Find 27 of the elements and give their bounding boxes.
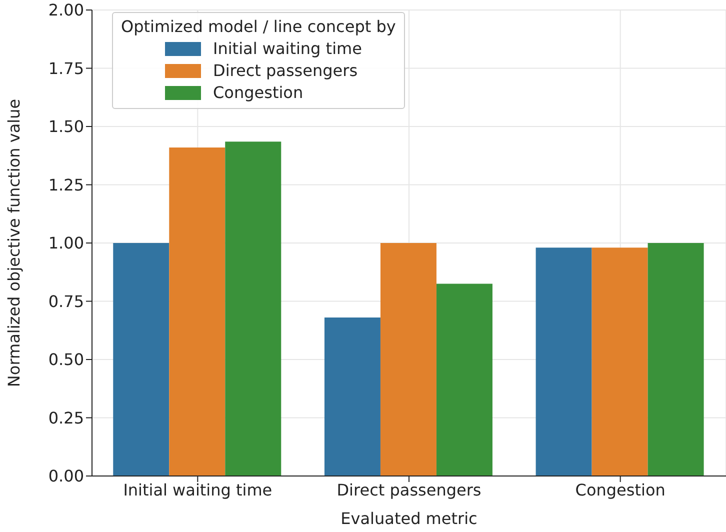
y-tick-label: 1.00 <box>48 234 84 253</box>
y-tick-label: 0.00 <box>48 466 84 486</box>
x-axis-title: Evaluated metric <box>340 509 478 528</box>
y-tick-label: 1.50 <box>48 117 84 136</box>
bar <box>169 147 226 476</box>
x-tick-label: Congestion <box>575 480 666 500</box>
x-tick-label: Initial waiting time <box>123 480 272 500</box>
y-tick-label: 2.00 <box>48 0 84 20</box>
y-axis-title: Normalized objective function value <box>4 98 24 388</box>
y-tick-label: 0.25 <box>48 408 84 428</box>
bar <box>536 248 592 476</box>
bar <box>324 318 380 476</box>
legend-title: Optimized model / line concept by <box>121 17 396 36</box>
bar <box>113 243 170 476</box>
x-tick-label: Direct passengers <box>336 480 482 500</box>
y-tick-label: 0.50 <box>48 350 84 370</box>
legend-label: Initial waiting time <box>213 38 362 60</box>
y-tick-label: 1.75 <box>48 58 84 78</box>
bar <box>648 243 704 476</box>
bar <box>380 243 436 476</box>
y-tick-label: 0.75 <box>48 292 84 311</box>
bar <box>592 248 648 476</box>
bar <box>436 284 492 476</box>
bar <box>225 142 282 476</box>
legend-label: Congestion <box>213 82 304 104</box>
y-tick-label: 1.25 <box>48 175 84 194</box>
legend-label: Direct passengers <box>213 60 358 82</box>
